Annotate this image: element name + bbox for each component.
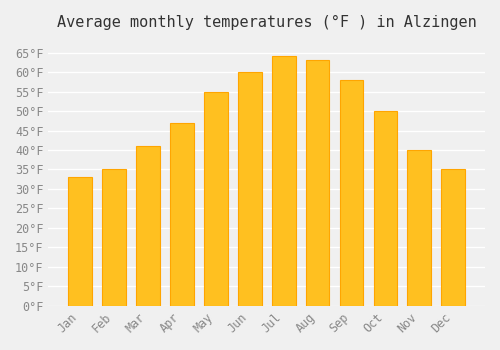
Bar <box>170 123 194 306</box>
Bar <box>306 61 330 306</box>
Bar <box>238 72 262 306</box>
Title: Average monthly temperatures (°F ) in Alzingen: Average monthly temperatures (°F ) in Al… <box>57 15 476 30</box>
Bar <box>442 169 465 306</box>
Bar <box>340 80 363 306</box>
Bar <box>374 111 398 306</box>
Bar <box>272 56 295 306</box>
Bar <box>68 177 92 306</box>
Bar <box>136 146 160 306</box>
Bar <box>408 150 431 306</box>
Bar <box>102 169 126 306</box>
Bar <box>204 92 228 306</box>
